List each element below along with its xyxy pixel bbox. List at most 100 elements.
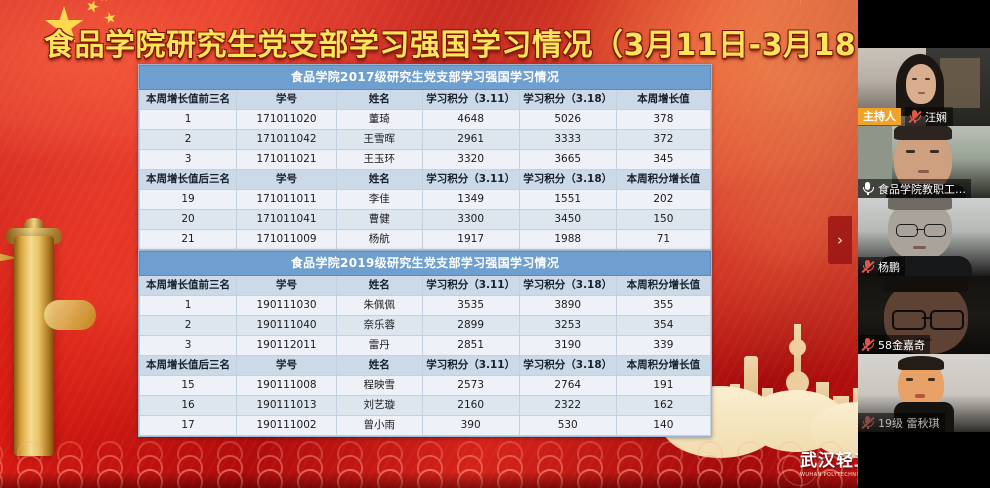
column-header: 本周增长值后三名: [138, 169, 238, 190]
video-participants-panel[interactable]: 主持人 汪娴: [858, 0, 990, 488]
glasses-icon: [896, 224, 918, 237]
cell: 1: [138, 109, 238, 130]
participant-label: 58金嘉奇: [858, 335, 930, 354]
cell: 3890: [518, 295, 617, 316]
table-row: 15 190111008 程映雪 2573 2764 191: [138, 375, 712, 396]
participant-tile[interactable]: 杨鹏: [858, 198, 990, 276]
participant-tile[interactable]: 58金嘉奇: [858, 276, 990, 354]
cell: 2: [138, 315, 238, 336]
table-row: 16 190111013 刘艺璇 2160 2322 162: [138, 395, 712, 416]
hair: [894, 126, 952, 140]
mic-active-icon: [861, 181, 874, 196]
column-header: 姓名: [335, 89, 423, 110]
column-header: 学号: [236, 169, 337, 190]
column-header: 学习积分（3.11）: [421, 169, 520, 190]
participant-tile[interactable]: 19级 雷秋琪: [858, 354, 990, 432]
cell: 15: [138, 375, 238, 396]
participant-name: 汪娴: [925, 110, 947, 124]
cell: 190111013: [236, 395, 337, 416]
cell: 191: [615, 375, 712, 396]
cell: 3253: [518, 315, 617, 336]
column-header: 学习积分（3.11）: [421, 355, 520, 376]
cell: 190111040: [236, 315, 337, 336]
table-header-row-top: 本周增长值前三名 学号 姓名 学习积分（3.11） 学习积分（3.18） 本周增…: [138, 89, 712, 110]
cell: 355: [615, 295, 712, 316]
cell: 190112011: [236, 335, 337, 356]
mic-muted-icon: [861, 337, 875, 352]
participant-label: 主持人 汪娴: [858, 107, 953, 126]
cell: 1349: [421, 189, 520, 210]
cell: 2160: [421, 395, 520, 416]
glasses-icon: [930, 310, 964, 330]
participant-name: 19级 雷秋琪: [878, 416, 940, 430]
table-header-row-bottom: 本周增长值后三名 学号 姓名 学习积分（3.11） 学习积分（3.18） 本周积…: [138, 355, 712, 376]
university-seal: [782, 450, 818, 486]
cell: 王玉环: [335, 149, 423, 170]
cell: 董琦: [335, 109, 423, 130]
glasses-icon: [892, 310, 926, 330]
column-header: 本周积分增长值: [615, 355, 712, 376]
participant-name: 食品学院教职工…: [878, 182, 966, 196]
huabiao-cloud-plate: [44, 300, 96, 330]
collapse-panel-button[interactable]: ›: [828, 216, 852, 264]
cell: 17: [138, 415, 238, 436]
participant-label: 19级 雷秋琪: [858, 413, 945, 432]
cell: 2961: [421, 129, 520, 150]
column-header: 学习积分（3.18）: [518, 89, 617, 110]
cell: 190111030: [236, 295, 337, 316]
cell: 李佳: [335, 189, 423, 210]
table-2019: 食品学院2019级研究生党支部学习强国学习情况 本周增长值前三名 学号 姓名 学…: [138, 250, 712, 437]
cell: 曹健: [335, 209, 423, 230]
column-header: 本周增长值前三名: [138, 89, 238, 110]
table-caption: 食品学院2019级研究生党支部学习强国学习情况: [139, 251, 711, 276]
column-header: 学习积分（3.18）: [518, 169, 617, 190]
cell: 程映雪: [335, 375, 423, 396]
cell: 2: [138, 129, 238, 150]
column-header: 姓名: [335, 275, 423, 296]
cell: 354: [615, 315, 712, 336]
table-2017: 食品学院2017级研究生党支部学习强国学习情况 本周增长值前三名 学号 姓名 学…: [138, 64, 712, 251]
column-header: 姓名: [335, 355, 423, 376]
page-title: 食品学院研究生党支部学习强国学习情况（3月11日-3月18日）: [44, 28, 918, 63]
table-row: 20 171011041 曹健 3300 3450 150: [138, 209, 712, 230]
cell: 19: [138, 189, 238, 210]
cell: 16: [138, 395, 238, 416]
column-header: 学号: [236, 355, 337, 376]
cell: 3320: [421, 149, 520, 170]
table-row: 2 190111040 奈乐蓉 2899 3253 354: [138, 315, 712, 336]
table-caption-row: 食品学院2017级研究生党支部学习强国学习情况: [139, 65, 711, 90]
participant-tile[interactable]: 食品学院教职工…: [858, 126, 990, 198]
cell: 390: [421, 415, 520, 436]
cell: 150: [615, 209, 712, 230]
cell: 378: [615, 109, 712, 130]
table-row: 17 190111002 曾小雨 390 530 140: [138, 415, 712, 436]
stats-table: 食品学院2019级研究生党支部学习强国学习情况 本周增长值前三名 学号 姓名 学…: [138, 251, 712, 436]
tower-ball-upper: [789, 339, 806, 356]
cell: 171011020: [236, 109, 337, 130]
mic-muted-icon: [861, 415, 875, 430]
cell: 3300: [421, 209, 520, 230]
hair: [884, 276, 968, 292]
mic-muted-icon: [861, 259, 875, 274]
cell: 3665: [518, 149, 617, 170]
cell: 2322: [518, 395, 617, 416]
cell: 140: [615, 415, 712, 436]
column-header: 学习积分（3.18）: [518, 355, 617, 376]
cell: 21: [138, 229, 238, 250]
column-header: 本周增长值: [615, 89, 712, 110]
table-caption: 食品学院2017级研究生党支部学习强国学习情况: [139, 65, 711, 90]
mic-muted-icon: [908, 109, 922, 124]
cell: 171011021: [236, 149, 337, 170]
cell: 372: [615, 129, 712, 150]
cell: 1917: [421, 229, 520, 250]
table-header-row-top: 本周增长值前三名 学号 姓名 学习积分（3.11） 学习积分（3.18） 本周积…: [138, 275, 712, 296]
participant-tile[interactable]: 主持人 汪娴: [858, 48, 990, 126]
table-row: 3 190112011 雷丹 2851 3190 339: [138, 335, 712, 356]
cell: 345: [615, 149, 712, 170]
cell: 1988: [518, 229, 617, 250]
cell: 朱佩佩: [335, 295, 423, 316]
cell: 2764: [518, 375, 617, 396]
cell: 曾小雨: [335, 415, 423, 436]
host-badge: 主持人: [858, 108, 901, 125]
